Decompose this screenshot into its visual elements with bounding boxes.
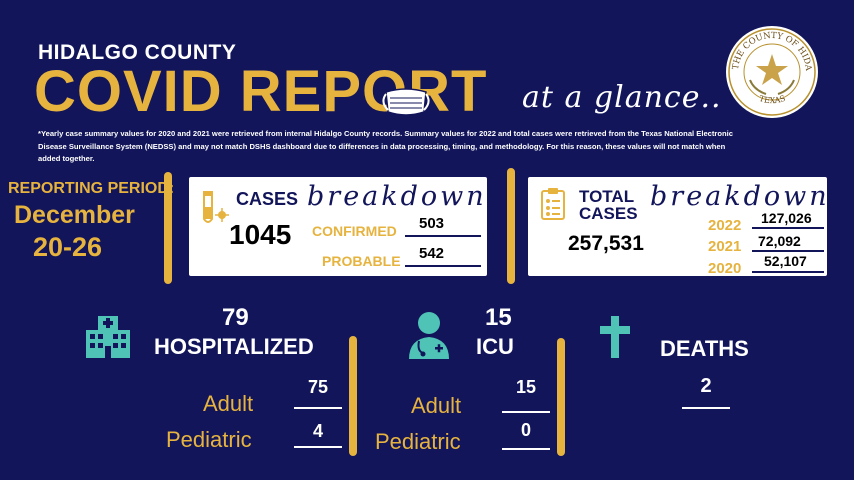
hospitalized-pediatric-label: Pediatric [166, 427, 252, 452]
divider [557, 338, 565, 456]
year-2020-value: 52,107 [764, 253, 807, 269]
cases-title: CASES [236, 189, 299, 209]
county-seal-logo: THE COUNTY OF HIDALGO TEXAS [724, 24, 818, 118]
confirmed-label: CONFIRMED [312, 223, 397, 239]
total-cases-title-line2: CASES [579, 204, 638, 223]
data-disclaimer: *Yearly case summary values for 2020 and… [38, 129, 733, 163]
year-2021-label: 2021 [708, 238, 742, 255]
divider [507, 168, 515, 284]
icu-label: ICU [476, 334, 514, 359]
icu-adult-label: Adult [411, 393, 462, 418]
cross-icon [600, 316, 630, 358]
doctor-icon [409, 312, 449, 359]
test-tube-virus-icon [203, 191, 229, 223]
hospital-icon [86, 316, 130, 358]
year-2020-label: 2020 [708, 260, 742, 277]
deaths-underline [682, 407, 730, 409]
total-cases-value: 257,531 [568, 232, 644, 255]
county-name: HIDALGO COUNTY [38, 41, 237, 64]
hospitalized-total: 79 [222, 304, 249, 331]
cases-breakdown-script: breakdown [307, 181, 487, 212]
divider [164, 172, 172, 284]
year-2022-value: 127,026 [761, 210, 812, 226]
year-2022-label: 2022 [708, 217, 742, 234]
icu-total: 15 [485, 304, 512, 331]
confirmed-underline [405, 235, 481, 237]
icu-pediatric-underline [502, 448, 550, 450]
year-2022-underline [752, 227, 824, 229]
divider [349, 336, 357, 456]
icu-pediatric-label: Pediatric [375, 429, 461, 454]
year-2021-value: 72,092 [758, 233, 801, 249]
total-cases-panel: TOTAL CASES breakdown 257,531 2022 127,0… [528, 177, 830, 277]
svg-text:TEXAS: TEXAS [758, 94, 787, 106]
confirmed-value: 503 [419, 215, 445, 232]
reporting-period-label: REPORTING PERIOD: [8, 180, 175, 197]
hospitalized-adult-underline [294, 407, 342, 409]
deaths-value: 2 [700, 375, 712, 397]
total-breakdown-script: breakdown [650, 181, 830, 212]
cases-panel: CASES breakdown 1045 CONFIRMED 503 PROBA… [189, 177, 487, 276]
icu-adult-value: 15 [515, 377, 537, 397]
hospitalized-pediatric-underline [294, 446, 342, 448]
reporting-days: 20-26 [33, 232, 103, 262]
probable-value: 542 [419, 245, 445, 262]
deaths-label: DEATHS [660, 336, 749, 361]
reporting-month: December [14, 201, 135, 229]
face-mask-icon [382, 88, 430, 116]
hospitalized-pediatric-value: 4 [312, 421, 323, 441]
year-2020-underline [752, 271, 824, 273]
tagline: at a glance.. [522, 80, 722, 115]
clipboard-icon [541, 188, 565, 220]
icu-adult-underline [502, 411, 550, 413]
hospitalized-adult-value: 75 [307, 377, 329, 397]
cases-total: 1045 [229, 219, 292, 250]
year-2021-underline [752, 250, 824, 252]
icu-pediatric-value: 0 [520, 420, 531, 440]
hospitalized-adult-label: Adult [203, 391, 254, 416]
probable-underline [405, 265, 481, 267]
total-cases-title-line1: TOTAL [579, 187, 635, 206]
hospitalized-label: HOSPITALIZED [154, 334, 314, 359]
probable-label: PROBABLE [322, 253, 401, 269]
